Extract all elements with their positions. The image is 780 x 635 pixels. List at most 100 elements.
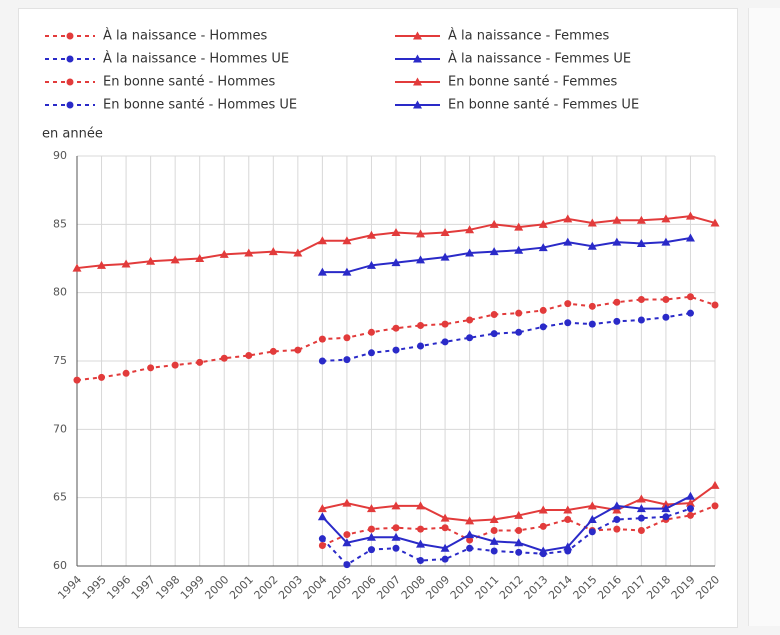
data-point xyxy=(465,225,475,234)
data-point xyxy=(636,238,646,247)
data-point xyxy=(564,300,572,308)
data-point xyxy=(417,342,425,350)
x-tick-label: 1996 xyxy=(104,573,133,602)
data-point xyxy=(122,369,130,377)
data-point xyxy=(539,323,547,331)
data-point xyxy=(269,347,277,355)
data-point xyxy=(539,306,547,314)
data-point xyxy=(613,298,621,306)
data-point xyxy=(318,357,326,365)
data-point xyxy=(392,544,400,552)
data-point xyxy=(392,324,400,332)
data-point xyxy=(416,229,426,238)
y-axis-label: en année xyxy=(42,127,103,142)
data-point xyxy=(440,513,450,522)
x-tick-label: 2014 xyxy=(546,573,575,602)
data-point xyxy=(685,491,695,500)
data-point xyxy=(636,494,646,503)
data-point xyxy=(661,214,671,223)
data-point xyxy=(72,263,82,272)
legend-marker xyxy=(66,32,74,40)
data-point xyxy=(170,255,180,264)
data-point xyxy=(342,538,352,547)
data-point xyxy=(317,236,327,245)
data-point xyxy=(441,555,449,563)
data-point xyxy=(686,505,694,513)
x-tick-label: 1997 xyxy=(129,573,158,602)
data-point xyxy=(392,524,400,532)
data-point xyxy=(662,313,670,321)
series-line xyxy=(322,312,691,362)
data-point xyxy=(317,504,327,513)
data-point xyxy=(686,309,694,317)
data-point xyxy=(317,512,327,521)
legend-marker xyxy=(413,100,422,109)
data-point xyxy=(514,222,524,231)
data-point xyxy=(661,504,671,513)
data-point xyxy=(563,505,573,514)
data-point xyxy=(366,260,376,269)
data-point xyxy=(391,501,401,510)
data-point xyxy=(343,356,351,364)
data-point xyxy=(588,320,596,328)
x-tick-label: 2003 xyxy=(276,573,305,602)
data-point xyxy=(685,233,695,242)
data-point xyxy=(441,320,449,328)
data-point xyxy=(613,525,621,533)
data-point xyxy=(514,245,524,254)
legend-label: En bonne santé - Femmes UE xyxy=(448,98,639,113)
data-point xyxy=(612,501,622,510)
data-point xyxy=(440,228,450,237)
data-point xyxy=(317,267,327,276)
data-point xyxy=(466,334,474,342)
data-point xyxy=(563,214,573,223)
legend-label: À la naissance - Femmes UE xyxy=(448,51,631,67)
x-tick-label: 2020 xyxy=(693,573,722,602)
x-tick-label: 2000 xyxy=(202,573,231,602)
data-point xyxy=(515,548,523,556)
x-tick-label: 2005 xyxy=(325,573,354,602)
data-point xyxy=(661,500,671,508)
series-line xyxy=(321,507,691,566)
legend-marker xyxy=(66,101,74,109)
x-tick-label: 2002 xyxy=(252,573,281,602)
x-tick-label: 2007 xyxy=(374,573,403,602)
data-point xyxy=(367,328,375,336)
data-point xyxy=(564,319,572,327)
data-point xyxy=(440,543,450,552)
data-point xyxy=(637,526,645,534)
data-point xyxy=(342,236,352,245)
data-point xyxy=(97,260,107,269)
data-point xyxy=(711,502,719,510)
x-tick-label: 2004 xyxy=(301,573,330,602)
legend-marker xyxy=(413,77,422,86)
data-point xyxy=(489,247,499,256)
data-point xyxy=(685,211,695,220)
legend-label: À la naissance - Femmes xyxy=(448,28,609,44)
data-point xyxy=(490,330,498,338)
data-point xyxy=(711,301,719,309)
data-point xyxy=(343,561,351,569)
x-tick-label: 2012 xyxy=(497,573,526,602)
data-point xyxy=(466,544,474,552)
x-tick-label: 1998 xyxy=(153,573,182,602)
data-point xyxy=(662,296,670,303)
data-point xyxy=(146,256,156,265)
data-point xyxy=(515,309,523,317)
data-point xyxy=(417,321,425,329)
data-point xyxy=(538,243,548,252)
data-point xyxy=(342,498,352,507)
data-point xyxy=(588,528,596,536)
data-point xyxy=(489,515,499,524)
y-tick-label: 60 xyxy=(53,559,67,572)
y-tick-label: 85 xyxy=(53,217,67,230)
data-point xyxy=(662,513,670,521)
data-point xyxy=(392,346,400,354)
data-point xyxy=(417,525,425,533)
data-point xyxy=(367,525,375,533)
data-point xyxy=(245,352,253,360)
data-point xyxy=(73,376,81,384)
data-point xyxy=(587,241,597,250)
data-point xyxy=(637,316,645,324)
